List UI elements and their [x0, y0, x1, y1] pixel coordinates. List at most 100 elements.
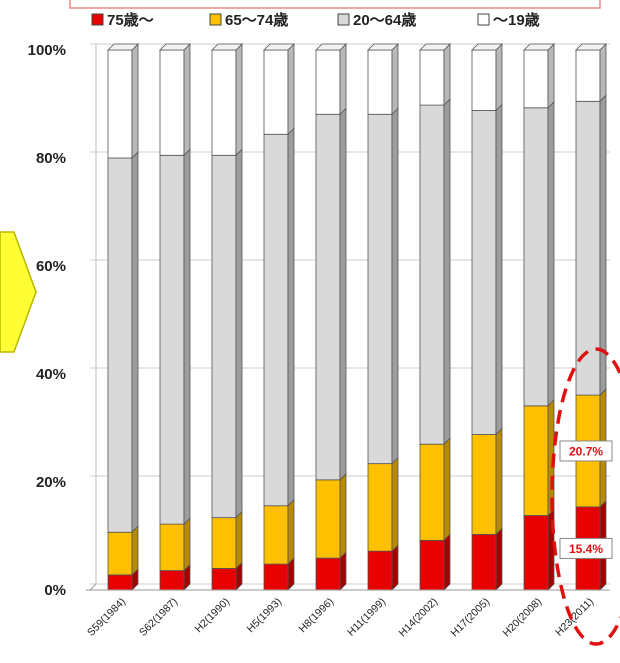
bar-front: [263, 133, 289, 507]
bar-segment: [575, 43, 607, 103]
bar-front: [419, 49, 445, 106]
bar-side: [339, 43, 347, 116]
bar-top: [211, 43, 243, 51]
bar-segment: [419, 98, 451, 446]
bar-front: [315, 49, 341, 115]
bar-top: [367, 43, 399, 51]
bar-front: [107, 574, 133, 591]
bar-segment: [211, 510, 243, 570]
bar-front: [315, 557, 341, 591]
bar-side: [287, 43, 295, 136]
bar-side: [599, 43, 607, 103]
bar-side: [183, 517, 191, 572]
bar-segment: [523, 100, 555, 407]
bar-front: [211, 568, 237, 591]
bar-front: [419, 539, 445, 591]
y-tick-label: 60%: [36, 258, 66, 275]
bar-side: [495, 103, 503, 436]
bar-segment: [211, 561, 243, 591]
bar-front: [107, 49, 133, 159]
bar-front: [523, 515, 549, 591]
x-tick-label: S62(1987): [137, 596, 180, 639]
bar-segment: [523, 43, 555, 109]
bar-front: [211, 49, 237, 156]
bar-segment: [419, 437, 451, 542]
bar-side: [391, 43, 399, 116]
legend-label: 65〜74歳: [225, 11, 288, 29]
bar-side: [235, 510, 243, 570]
legend-label: 75歳〜: [107, 11, 154, 29]
bar-segment: [159, 43, 191, 157]
x-tick-label: H17(2005): [449, 596, 493, 640]
legend-label: 〜19歳: [493, 11, 540, 29]
bar-side: [443, 533, 451, 591]
x-tick-label: H2(1990): [193, 596, 232, 635]
bar-segment: [523, 508, 555, 591]
bar-side: [547, 100, 555, 407]
y-tick-label: 0%: [44, 582, 66, 599]
bar-segment: [367, 544, 399, 591]
bar-front: [471, 533, 497, 591]
bar-top: [575, 43, 607, 51]
x-axis: S59(1984) S62(1987) H2(1990) H5(1993) H8(199…: [85, 596, 596, 640]
bar-front: [419, 104, 445, 445]
bar-front: [107, 157, 133, 533]
callout-box: [559, 440, 613, 462]
bar-front: [575, 100, 601, 396]
bar-side: [443, 437, 451, 542]
bar-front: [367, 550, 393, 591]
bar-segment: [107, 151, 139, 534]
legend-swatch: [209, 13, 222, 26]
bar-side: [339, 107, 347, 481]
bar-side: [495, 527, 503, 591]
bar-segment: [107, 525, 139, 576]
bar-side: [443, 98, 451, 446]
bar-segment: [159, 563, 191, 591]
x-tick-label: H20(2008): [501, 596, 545, 640]
bar-side: [495, 43, 503, 112]
bar-top: [315, 43, 347, 51]
bar-side: [287, 127, 295, 507]
bar-side: [391, 107, 399, 465]
bar-segment: [263, 43, 295, 136]
axis-depth-line: [89, 583, 97, 591]
callout-label: 15.4%: [559, 537, 613, 559]
x-tick-label: H8(1996): [297, 596, 336, 635]
bar-top: [523, 43, 555, 51]
bar-segment: [263, 498, 295, 566]
highlight-ellipse: [550, 347, 620, 646]
bars: [107, 43, 607, 591]
y-tick-label: 100%: [28, 42, 66, 59]
x-tick-label: H14(2002): [397, 596, 441, 640]
bar-segment: [263, 127, 295, 507]
bar-segment: [471, 527, 503, 591]
bar-front: [263, 505, 289, 565]
callout-text: 15.4%: [569, 542, 603, 556]
bar-segment: [471, 427, 503, 536]
bar-segment: [315, 472, 347, 560]
bar-segment: [107, 43, 139, 159]
bar-side: [339, 551, 347, 591]
callouts: 20.7% 15.4%: [550, 347, 620, 646]
y-tick-label: 80%: [36, 150, 66, 167]
bar-side: [235, 148, 243, 519]
bar-front: [367, 113, 393, 465]
bar-side: [183, 43, 191, 157]
bar-front: [419, 443, 445, 541]
bar-top: [471, 43, 503, 51]
bar-front: [263, 563, 289, 591]
bar-front: [523, 405, 549, 516]
x-tick-label: S59(1984): [85, 596, 128, 639]
bar-top: [107, 43, 139, 51]
bar-front: [471, 434, 497, 535]
bar-side: [235, 43, 243, 157]
callout-label: 20.7%: [559, 440, 613, 462]
bar-side: [391, 544, 399, 591]
bar-front: [523, 107, 549, 407]
bar-front: [159, 523, 185, 571]
bar-segment: [471, 43, 503, 112]
bar-front: [315, 113, 341, 481]
bar-segment: [315, 107, 347, 481]
y-tick-label: 40%: [36, 366, 66, 383]
